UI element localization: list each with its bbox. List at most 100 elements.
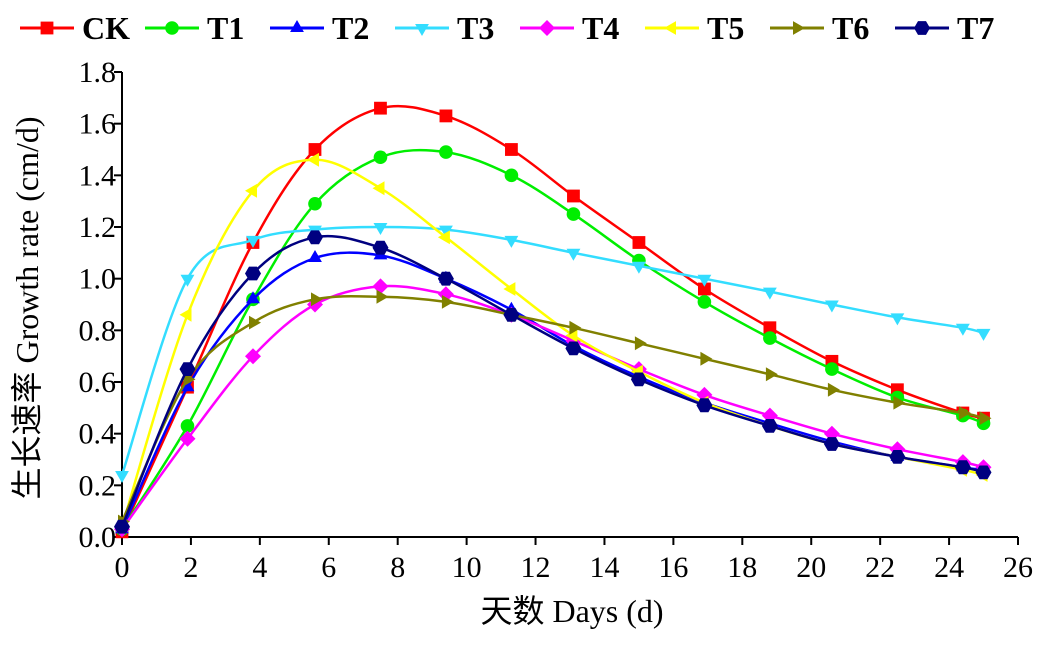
data-point bbox=[697, 274, 712, 287]
data-point bbox=[765, 367, 778, 382]
series-t4 bbox=[114, 278, 992, 538]
series-line-t3 bbox=[120, 225, 984, 476]
legend-label: T2 bbox=[332, 10, 369, 46]
data-point bbox=[632, 236, 646, 249]
x-tick-label: 14 bbox=[589, 551, 619, 584]
data-point bbox=[180, 379, 195, 392]
data-point bbox=[634, 336, 647, 351]
legend-label: T6 bbox=[832, 10, 869, 46]
data-point bbox=[179, 362, 196, 376]
data-point bbox=[503, 307, 520, 322]
data-point bbox=[503, 282, 516, 296]
y-tick-label: 1.4 bbox=[79, 159, 117, 192]
series-t1 bbox=[115, 145, 991, 537]
x-tick-label: 12 bbox=[521, 551, 551, 584]
y-tick-label: 1.6 bbox=[79, 108, 117, 141]
data-point bbox=[505, 143, 518, 156]
legend-marker bbox=[290, 20, 304, 32]
data-point bbox=[245, 266, 261, 281]
legend-label: T4 bbox=[582, 10, 619, 46]
y-tick-label: 0.2 bbox=[79, 469, 117, 502]
x-tick-label: 22 bbox=[865, 551, 895, 584]
data-point bbox=[245, 348, 261, 365]
data-point bbox=[566, 207, 581, 221]
x-axis-label: 天数 Days (d) bbox=[480, 593, 663, 629]
series-t6 bbox=[118, 289, 992, 529]
data-point bbox=[372, 240, 389, 255]
data-point bbox=[307, 152, 319, 167]
legend-item-t6: T6 bbox=[770, 10, 869, 46]
x-tick-label: 20 bbox=[796, 551, 826, 584]
data-point bbox=[696, 398, 713, 413]
data-point bbox=[246, 291, 260, 304]
data-point bbox=[825, 300, 839, 313]
legend-label: CK bbox=[82, 10, 130, 46]
data-point bbox=[307, 230, 323, 245]
series-line-t5 bbox=[120, 158, 984, 528]
data-point bbox=[439, 109, 453, 123]
data-point bbox=[889, 450, 906, 464]
data-point bbox=[246, 235, 260, 248]
y-tick-label: 0.8 bbox=[79, 314, 117, 347]
legend-label: T5 bbox=[707, 10, 744, 46]
data-point bbox=[954, 460, 971, 475]
data-point bbox=[180, 419, 195, 433]
y-tick-label: 0.6 bbox=[79, 366, 117, 399]
data-point bbox=[825, 362, 839, 376]
data-point bbox=[308, 250, 322, 262]
data-point bbox=[697, 295, 712, 309]
series-t3 bbox=[115, 223, 991, 483]
y-tick-label: 0.0 bbox=[79, 521, 117, 554]
data-point bbox=[180, 274, 195, 287]
legend: CK T1 T2 T3 T4 T5 T6 T7 bbox=[20, 10, 994, 46]
data-point bbox=[763, 321, 777, 335]
data-point bbox=[566, 248, 581, 261]
legend-marker bbox=[165, 21, 179, 35]
data-point bbox=[823, 437, 840, 451]
data-point bbox=[955, 323, 970, 336]
legend-item-t2: T2 bbox=[270, 10, 369, 46]
legend-item-t3: T3 bbox=[395, 10, 494, 46]
y-tick-label: 1.8 bbox=[79, 56, 117, 89]
data-point bbox=[373, 150, 388, 165]
data-point bbox=[308, 196, 322, 211]
legend-item-ck: CK bbox=[20, 10, 130, 46]
legend-item-t5: T5 bbox=[645, 10, 744, 46]
y-axis-label: 生长速率 Growth rate (cm/d) bbox=[9, 116, 45, 499]
legend-marker bbox=[914, 21, 930, 35]
data-point bbox=[372, 181, 385, 196]
series-t2 bbox=[115, 247, 991, 534]
legend-marker bbox=[40, 21, 54, 35]
data-point bbox=[632, 261, 646, 274]
data-point bbox=[630, 372, 647, 387]
legend-label: T1 bbox=[207, 10, 244, 46]
data-point bbox=[565, 328, 578, 343]
data-point bbox=[439, 145, 453, 159]
x-tick-label: 0 bbox=[115, 551, 130, 584]
series-layer bbox=[114, 101, 992, 539]
data-point bbox=[893, 395, 906, 410]
data-point bbox=[761, 419, 778, 433]
axes: 0 2 4 6 8 10 12 14 16 18 20 22 24 260.00.20.40.60.81.… bbox=[79, 56, 1034, 584]
y-tick-label: 1.2 bbox=[79, 211, 117, 244]
data-point bbox=[114, 519, 130, 534]
data-point bbox=[565, 341, 582, 356]
data-point bbox=[179, 430, 196, 447]
legend-marker bbox=[793, 21, 805, 35]
data-point bbox=[308, 143, 322, 156]
data-point bbox=[762, 287, 777, 300]
y-tick-label: 0.4 bbox=[79, 418, 117, 451]
data-point bbox=[373, 223, 388, 235]
legend-marker bbox=[664, 21, 676, 35]
data-point bbox=[827, 382, 840, 397]
data-point bbox=[504, 235, 519, 248]
data-point bbox=[763, 331, 777, 345]
data-point bbox=[976, 328, 991, 341]
data-point bbox=[698, 282, 711, 296]
data-point bbox=[567, 189, 580, 203]
data-point bbox=[437, 271, 454, 286]
data-point bbox=[249, 315, 261, 330]
data-point bbox=[890, 313, 905, 326]
legend-marker bbox=[415, 24, 429, 36]
